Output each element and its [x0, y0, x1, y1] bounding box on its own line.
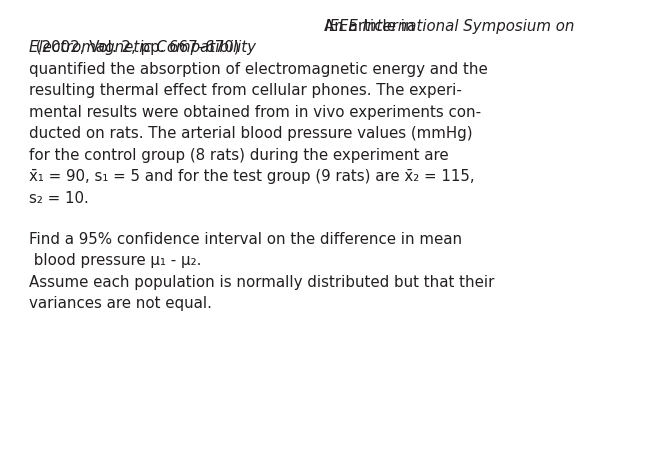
Text: resulting thermal effect from cellular phones. The experi-: resulting thermal effect from cellular p…	[29, 83, 462, 98]
Text: Find a 95% confidence interval on the difference in mean: Find a 95% confidence interval on the di…	[29, 232, 462, 247]
Text: x̄₁ = 90, s₁ = 5 and for the test group (9 rats) are x̄₂ = 115,: x̄₁ = 90, s₁ = 5 and for the test group …	[29, 169, 475, 184]
Text: (2002, Vol. 2, pp. 667–670): (2002, Vol. 2, pp. 667–670)	[31, 40, 239, 55]
Text: mental results were obtained from in vivo experiments con-: mental results were obtained from in viv…	[29, 105, 482, 120]
Text: quantified the absorption of electromagnetic energy and the: quantified the absorption of electromagn…	[29, 62, 488, 77]
Text: An article in: An article in	[324, 19, 420, 34]
Text: variances are not equal.: variances are not equal.	[29, 296, 212, 311]
Text: blood pressure μ₁ - μ₂.: blood pressure μ₁ - μ₂.	[29, 253, 202, 268]
Text: Assume each population is normally distributed but that their: Assume each population is normally distr…	[29, 275, 495, 290]
Text: Electromagnetic Compatibility: Electromagnetic Compatibility	[29, 40, 256, 55]
Text: IEEE International Symposium on: IEEE International Symposium on	[326, 19, 575, 34]
Text: s₂ = 10.: s₂ = 10.	[29, 191, 89, 206]
Text: ducted on rats. The arterial blood pressure values (mmHg): ducted on rats. The arterial blood press…	[29, 127, 473, 141]
Text: for the control group (8 rats) during the experiment are: for the control group (8 rats) during th…	[29, 148, 449, 163]
